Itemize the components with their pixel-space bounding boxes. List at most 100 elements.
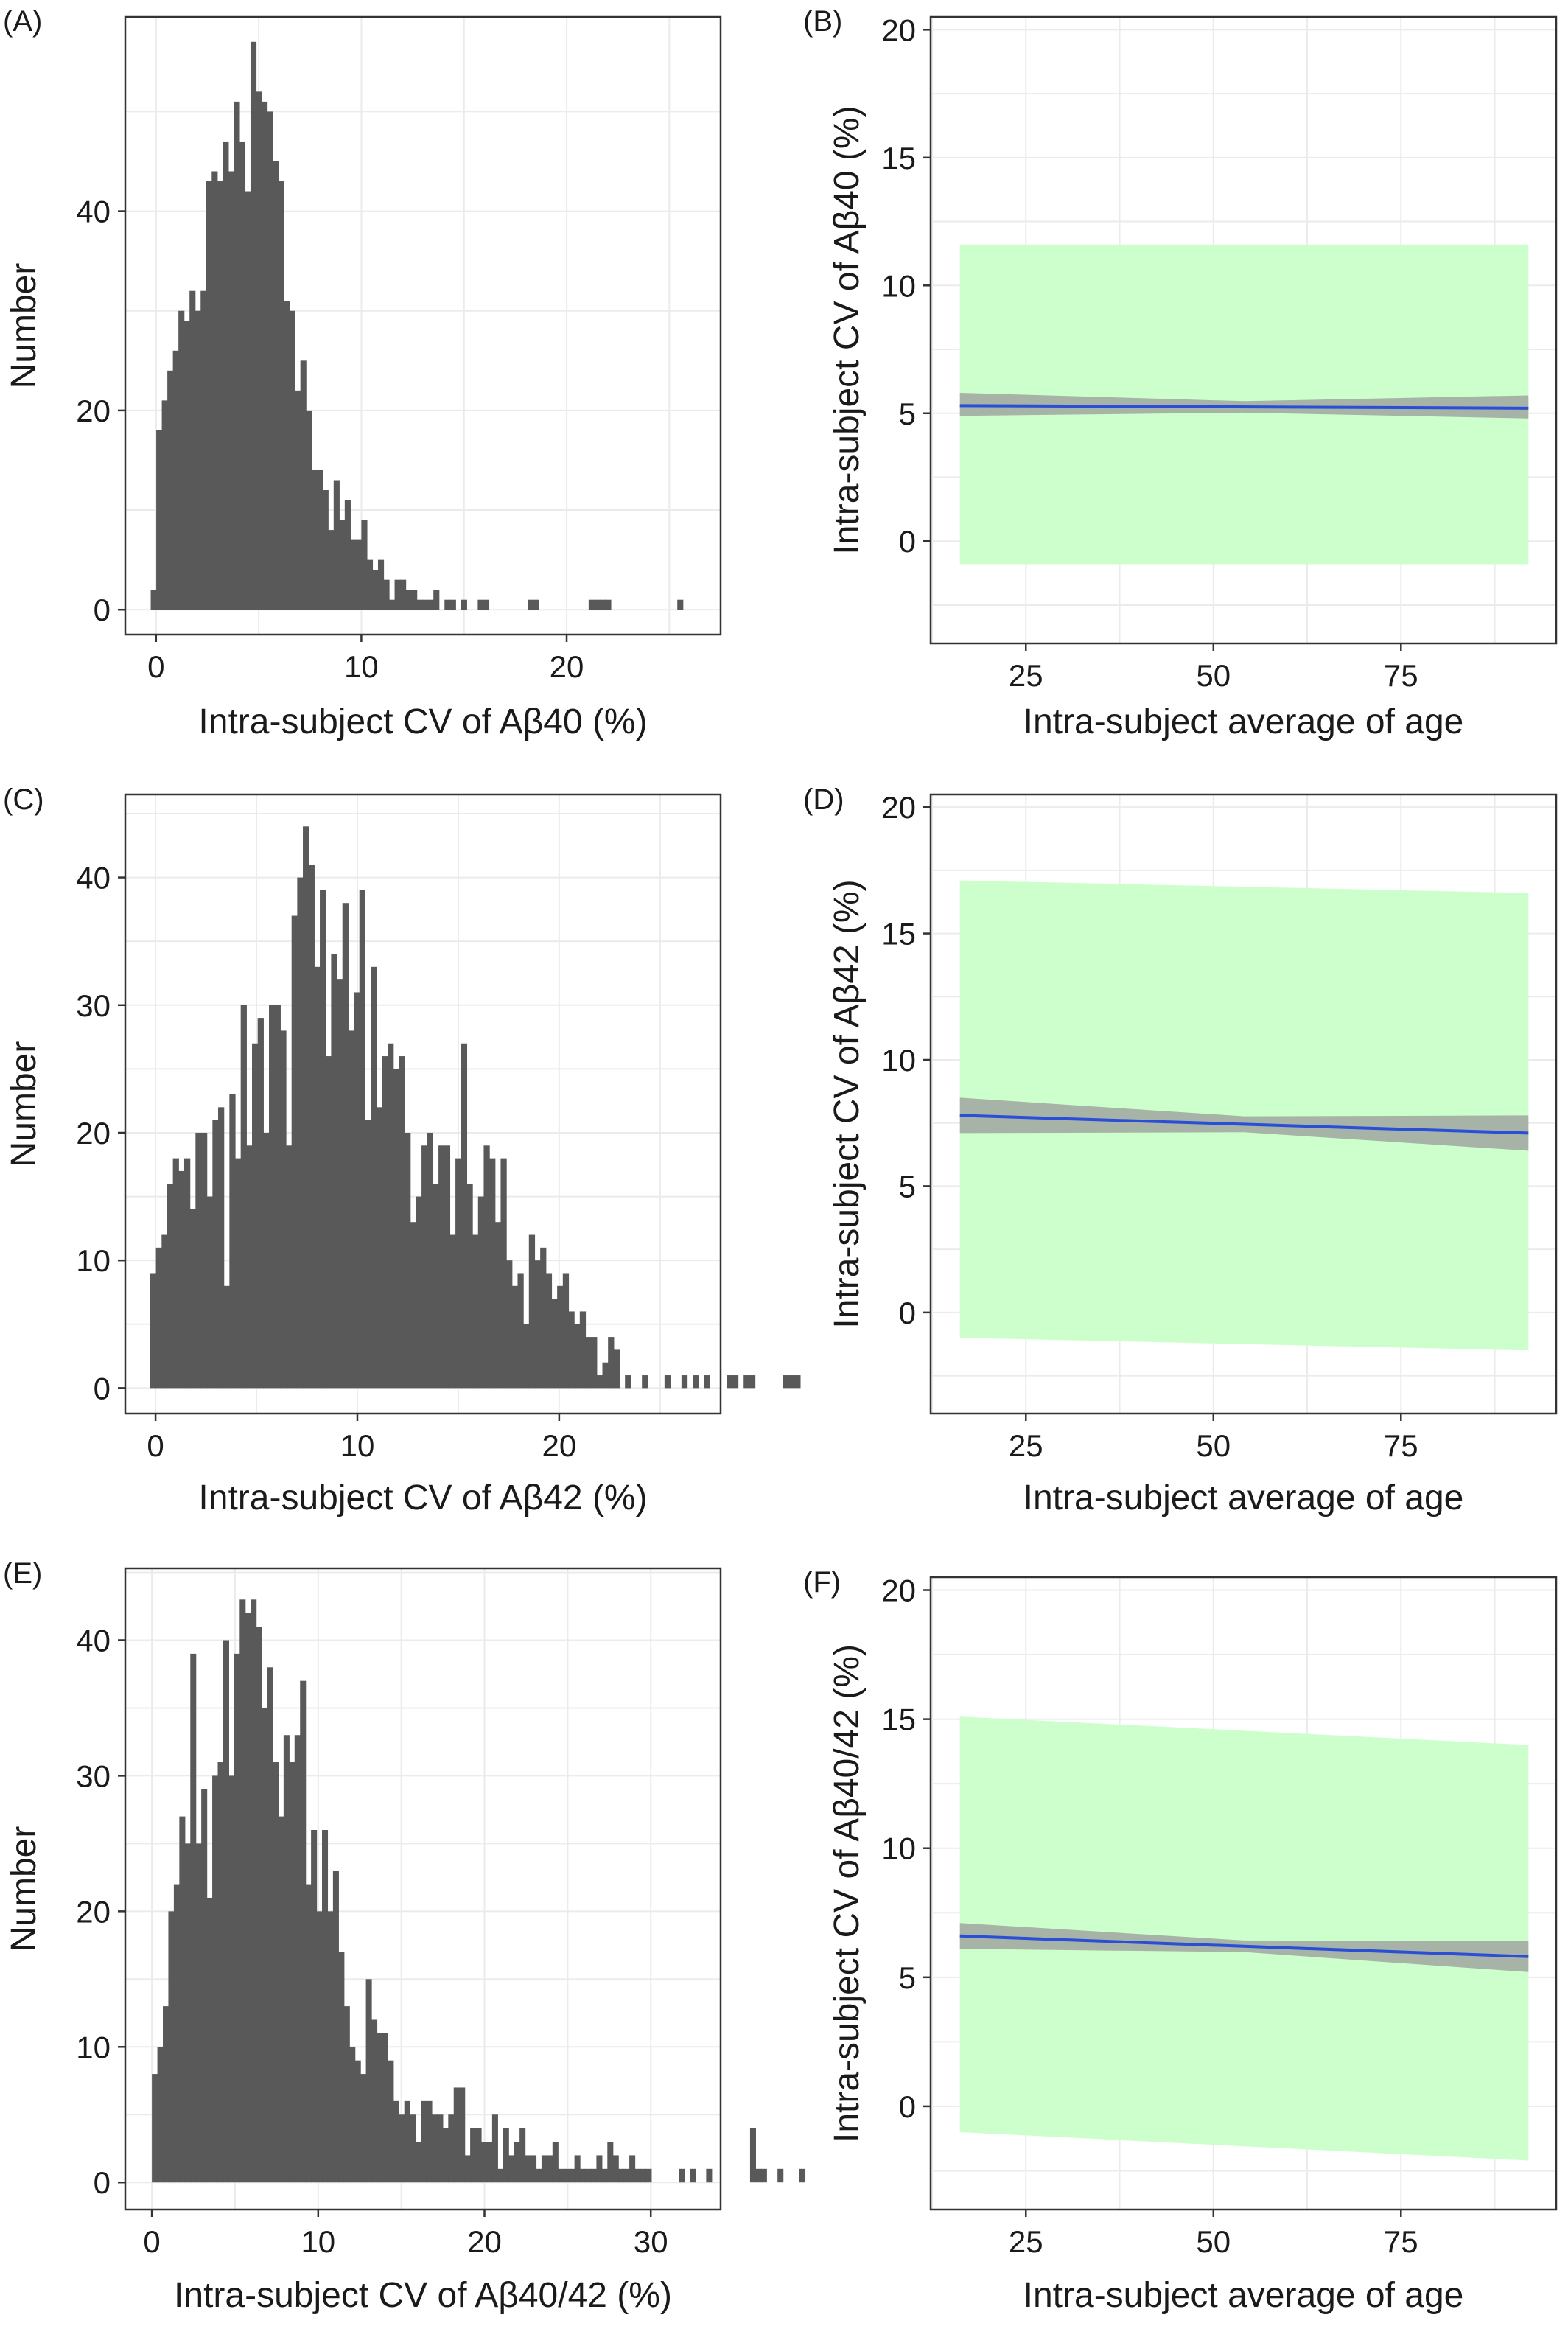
histogram-bar bbox=[664, 1375, 671, 1389]
histogram-bar bbox=[557, 1285, 564, 1389]
y-tick-label: 20 bbox=[76, 1894, 111, 1929]
histogram-bar bbox=[183, 321, 190, 610]
x-tick-label: 75 bbox=[1384, 2224, 1418, 2259]
histogram-bar bbox=[551, 1299, 558, 1389]
histogram-bar bbox=[322, 1829, 329, 2183]
histogram-bar bbox=[306, 410, 312, 610]
panel-c: 0 10 20 0 10 20 30 40 Intra-subject CV of Aβ42 (… bbox=[3, 783, 801, 1518]
histogram-bars bbox=[150, 41, 1082, 610]
histogram-bar bbox=[449, 1234, 456, 1389]
histogram-bar bbox=[289, 1762, 295, 2183]
histogram-bar bbox=[317, 469, 323, 610]
histogram-bar bbox=[156, 430, 163, 610]
histogram-bar bbox=[234, 101, 240, 610]
y-tick-label: 40 bbox=[76, 1623, 111, 1658]
histogram-bar bbox=[410, 1222, 417, 1389]
histogram-bar bbox=[388, 1043, 394, 1389]
histogram-bar bbox=[206, 1897, 213, 2183]
histogram-bar bbox=[426, 2100, 433, 2183]
histogram-bar bbox=[377, 559, 385, 610]
histogram-bar bbox=[590, 2168, 598, 2183]
histogram-bar bbox=[569, 2168, 575, 2183]
panel-label: (C) bbox=[3, 783, 44, 816]
panel-label: (E) bbox=[3, 1557, 42, 1590]
histogram-bar bbox=[300, 360, 307, 610]
histogram-bar bbox=[679, 2168, 685, 2183]
histogram-bar bbox=[333, 480, 340, 610]
histogram-bar bbox=[217, 181, 223, 610]
histogram-bar bbox=[433, 590, 440, 610]
plot-frame bbox=[929, 1576, 1558, 2211]
histogram-bar bbox=[316, 1911, 323, 2183]
histogram-bar bbox=[201, 1789, 208, 2183]
histogram-bar bbox=[297, 877, 304, 1389]
panel-f: 25 50 75 0 5 10 15 20 Intra-subject average of a… bbox=[803, 1566, 1558, 2315]
histogram-bar bbox=[212, 1120, 219, 1389]
histogram-bar bbox=[693, 1375, 699, 1389]
histogram-bar bbox=[422, 599, 429, 610]
histogram-bar bbox=[442, 2128, 449, 2183]
histogram-bar bbox=[245, 1613, 251, 2183]
histogram-bar bbox=[536, 2168, 542, 2183]
histogram-bar bbox=[541, 2155, 547, 2183]
histogram-bar bbox=[444, 1145, 451, 1389]
histogram-bar bbox=[506, 1260, 513, 1389]
prediction-interval-band bbox=[959, 1716, 1529, 2161]
histogram-bar bbox=[394, 579, 401, 610]
histogram-bar bbox=[580, 2168, 587, 2183]
histogram-bar bbox=[618, 2168, 625, 2183]
histogram-bar bbox=[228, 171, 234, 610]
y-tick-label: 20 bbox=[76, 1116, 111, 1150]
histogram-bar bbox=[348, 1030, 354, 1389]
histogram-bar bbox=[755, 2168, 762, 2183]
histogram-bar bbox=[343, 2006, 350, 2183]
x-tick-label: 10 bbox=[340, 1428, 375, 1463]
histogram-bar bbox=[256, 1627, 262, 2183]
y-tick-label: 0 bbox=[94, 1371, 111, 1405]
histogram-bar bbox=[262, 101, 268, 610]
histogram-bar bbox=[788, 1375, 795, 1389]
histogram-bar bbox=[183, 1158, 191, 1389]
histogram-bar bbox=[172, 1158, 179, 1389]
histogram-bar bbox=[246, 1145, 253, 1389]
histogram-bar bbox=[411, 590, 418, 610]
histogram-bar bbox=[448, 2114, 455, 2183]
x-axis-title: Intra-subject CV of Aβ40 (%) bbox=[198, 702, 647, 741]
histogram-bar bbox=[325, 1056, 332, 1389]
histogram-bar bbox=[607, 2142, 614, 2183]
histogram-bar bbox=[327, 1911, 334, 2183]
axis-ticks: 25 50 75 0 5 10 15 20 bbox=[881, 13, 1418, 693]
histogram-bar bbox=[400, 579, 407, 610]
histogram-bar bbox=[257, 1018, 264, 1389]
histogram-bar bbox=[200, 290, 207, 610]
histogram-bar bbox=[167, 1184, 174, 1389]
histogram-bar bbox=[389, 599, 396, 610]
y-tick-label: 15 bbox=[881, 1702, 916, 1737]
axis-ticks: 25 50 75 0 5 10 15 20 bbox=[881, 1574, 1418, 2259]
histogram-bar bbox=[475, 2128, 482, 2183]
histogram-bar bbox=[588, 599, 595, 610]
histogram-bar bbox=[278, 1816, 284, 2183]
histogram-bar bbox=[161, 1234, 168, 1389]
x-axis-title: Intra-subject average of age bbox=[1023, 702, 1464, 741]
histogram-bar bbox=[178, 1170, 185, 1389]
x-tick-label: 20 bbox=[550, 649, 584, 684]
histogram-bar bbox=[371, 2019, 378, 2183]
histogram-bars bbox=[152, 1599, 1256, 2183]
histogram-bar bbox=[613, 1349, 620, 1389]
y-tick-label: 10 bbox=[76, 1243, 111, 1278]
histogram-bar bbox=[552, 2142, 559, 2183]
histogram-bar bbox=[508, 2155, 515, 2183]
prediction-interval-band bbox=[959, 880, 1529, 1351]
histogram-bar bbox=[574, 1324, 581, 1389]
histogram-bar bbox=[274, 1005, 281, 1389]
x-tick-label: 0 bbox=[143, 2224, 160, 2259]
histogram-bar bbox=[642, 1375, 648, 1389]
histogram-bar bbox=[320, 890, 326, 1389]
histogram-bar bbox=[470, 2128, 477, 2183]
plot-frame bbox=[124, 793, 722, 1415]
histogram-bar bbox=[342, 903, 349, 1389]
histogram-bar bbox=[332, 1871, 339, 2183]
histogram-bar bbox=[388, 2060, 394, 2183]
